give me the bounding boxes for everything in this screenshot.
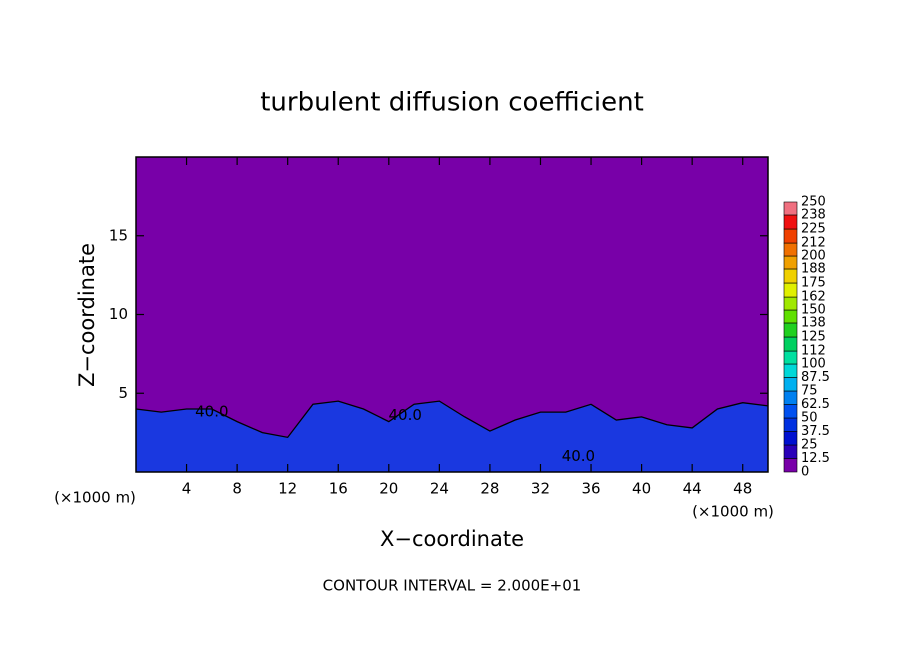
chart-title: turbulent diffusion coefficient xyxy=(260,88,644,118)
colorbar-band xyxy=(783,214,798,230)
colorbar-label: 238 xyxy=(801,207,826,222)
colorbar-band xyxy=(783,350,798,365)
colorbar-band xyxy=(783,404,798,419)
x-tick-label: 28 xyxy=(480,480,499,498)
colorbar-label: 112 xyxy=(801,344,826,359)
colorbar-band xyxy=(783,336,798,352)
x-tick-label: 4 xyxy=(182,480,192,498)
colorbar-band xyxy=(783,458,798,473)
x-unit-label: (×1000 m) xyxy=(54,489,136,507)
x-tick-label: 44 xyxy=(683,480,702,498)
colorbar-label: 62.5 xyxy=(801,397,830,412)
colorbar-band xyxy=(783,363,798,378)
colorbar-band xyxy=(783,431,798,446)
x-tick-label: 24 xyxy=(430,480,449,498)
contour-line xyxy=(135,400,769,439)
colorbar-label: 0 xyxy=(801,465,809,480)
colorbar-band xyxy=(783,268,798,284)
colorbar-band xyxy=(783,201,798,216)
y-tick-label: 10 xyxy=(109,305,128,323)
colorbar-band xyxy=(783,417,798,432)
contour-label: 40.0 xyxy=(389,406,422,424)
colorbar-band xyxy=(783,377,798,392)
x-tick-label: 36 xyxy=(581,480,600,498)
x-tick-label: 12 xyxy=(278,480,297,498)
colorbar-band xyxy=(783,296,798,311)
colorbar-band xyxy=(783,309,798,324)
colorbar-label: 225 xyxy=(801,222,826,237)
colorbar-band xyxy=(783,282,798,298)
x-tick-label: 32 xyxy=(531,480,550,498)
colorbar-band xyxy=(783,390,798,405)
x-unit-label: (×1000 m) xyxy=(692,503,774,521)
colorbar-label: 175 xyxy=(801,276,826,291)
x-axis-label: X−coordinate xyxy=(380,527,524,551)
contour-label: 40.0 xyxy=(195,403,228,421)
colorbar-label: 37.5 xyxy=(801,424,830,439)
y-axis-label: Z−coordinate xyxy=(75,243,99,387)
x-tick-label: 40 xyxy=(632,480,651,498)
colorbar-label: 12.5 xyxy=(801,451,830,466)
colorbar-label: 200 xyxy=(801,249,826,264)
y-tick-label: 5 xyxy=(118,384,128,402)
colorbar-band xyxy=(783,228,798,244)
colorbar-label: 250 xyxy=(801,195,826,210)
colorbar-label: 138 xyxy=(801,315,826,330)
y-tick-label: 15 xyxy=(109,226,128,244)
colorbar-label: 162 xyxy=(801,290,826,305)
x-tick-label: 16 xyxy=(329,480,348,498)
colorbar-band xyxy=(783,255,798,270)
x-tick-label: 8 xyxy=(232,480,242,498)
colorbar-label: 25 xyxy=(801,438,818,453)
colorbar-label: 87.5 xyxy=(801,370,830,385)
footnote: CONTOUR INTERVAL = 2.000E+01 xyxy=(323,577,582,595)
boundary-layer xyxy=(136,401,768,472)
colorbar-label: 100 xyxy=(801,357,826,372)
colorbar-label: 75 xyxy=(801,384,818,399)
colorbar-label: 125 xyxy=(801,330,826,345)
colorbar-label: 188 xyxy=(801,261,826,276)
x-tick-label: 48 xyxy=(733,480,752,498)
colorbar-band xyxy=(783,444,798,459)
contour-label: 40.0 xyxy=(562,447,595,465)
x-tick-label: 20 xyxy=(379,480,398,498)
colorbar-label: 150 xyxy=(801,303,826,318)
colorbar-label: 212 xyxy=(801,236,826,251)
colorbar-band xyxy=(783,322,798,338)
colorbar-band xyxy=(783,242,798,257)
colorbar-label: 50 xyxy=(801,411,818,426)
